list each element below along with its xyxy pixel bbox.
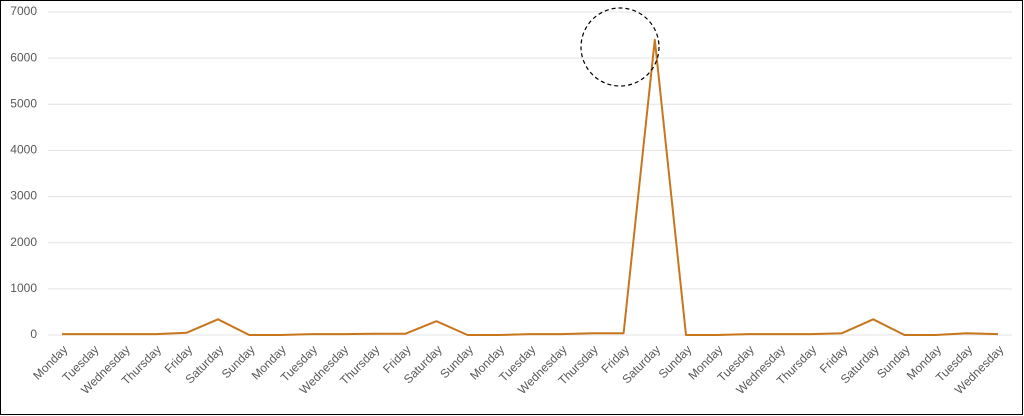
y-tick-label: 2000 [10, 235, 37, 249]
y-tick-label: 7000 [10, 4, 37, 18]
y-tick-label: 0 [30, 327, 37, 341]
plot [62, 38, 999, 336]
y-tick-label: 1000 [10, 281, 37, 295]
data-line [62, 38, 999, 336]
y-tick-label: 6000 [10, 50, 37, 64]
y-tick-label: 4000 [10, 143, 37, 157]
highlight-circle [580, 7, 660, 87]
y-tick-label: 3000 [10, 189, 37, 203]
y-tick-label: 5000 [10, 96, 37, 110]
